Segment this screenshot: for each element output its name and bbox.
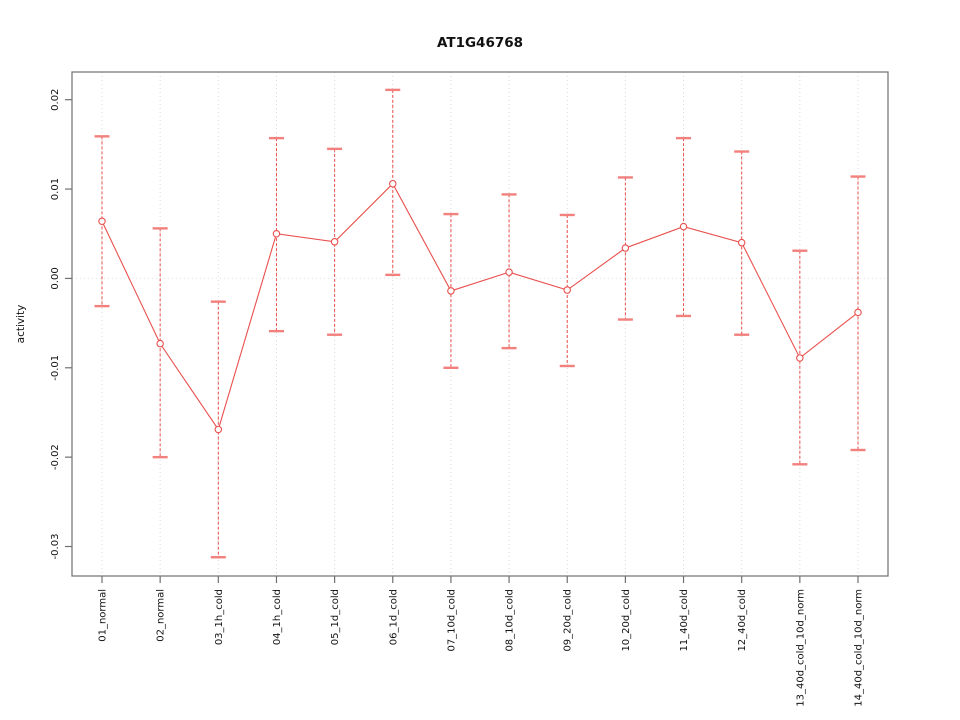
y-tick-label: -0.03 <box>50 534 61 560</box>
data-point-marker <box>272 229 281 238</box>
x-tick-label: 07_10d_cold <box>446 589 457 652</box>
data-point-marker <box>679 222 688 231</box>
data-point-marker <box>621 244 630 252</box>
data-point-marker <box>389 179 397 188</box>
x-tick-label: 02_normal <box>156 589 167 642</box>
x-tick-label: 10_20d_cold <box>621 589 632 652</box>
data-point-marker <box>796 354 804 362</box>
data-point-marker <box>854 308 862 317</box>
data-point-marker <box>563 286 571 294</box>
plot-area: 0.02 0.01 0.00 -0.01 -0.02 -0.03 01_normal 02_n… <box>50 71 889 707</box>
x-tick-label: 14_40d_cold_10d_norm <box>854 589 865 707</box>
y-tick-label: 0.01 <box>50 178 61 200</box>
data-point-marker <box>214 425 223 434</box>
x-tick-label: 08_10d_cold <box>505 589 516 652</box>
x-tick-label: 12_40d_cold <box>737 589 748 652</box>
data-point-marker <box>330 238 339 246</box>
chart-title: AT1G46768 <box>437 35 523 51</box>
series-line <box>101 182 859 431</box>
data-point-marker <box>98 217 106 225</box>
x-tick-label: 04_1h_cold <box>272 589 283 645</box>
x-tick-label: 06_1d_cold <box>388 589 399 645</box>
y-tick-label: 0.00 <box>50 267 61 289</box>
y-tick-label: -0.01 <box>50 355 61 381</box>
x-tick-label: 13_40d_cold_10d_norm <box>795 589 806 707</box>
data-point-marker <box>737 238 746 247</box>
x-tick-label: 03_1h_cold <box>214 589 225 645</box>
x-tick-label: 09_20d_cold <box>563 589 574 652</box>
y-tick-label: -0.02 <box>50 444 61 470</box>
plot-frame <box>71 71 889 577</box>
y-tick-label: 0.02 <box>50 89 61 111</box>
x-tick-label: 11_40d_cold <box>679 589 690 652</box>
x-tick-label: 05_1d_cold <box>330 589 341 645</box>
x-tick-label: 01_normal <box>98 589 109 642</box>
data-point-marker <box>505 268 513 276</box>
data-point-marker <box>156 339 164 348</box>
data-point-marker <box>447 287 455 295</box>
y-axis-title: activity <box>15 305 27 344</box>
